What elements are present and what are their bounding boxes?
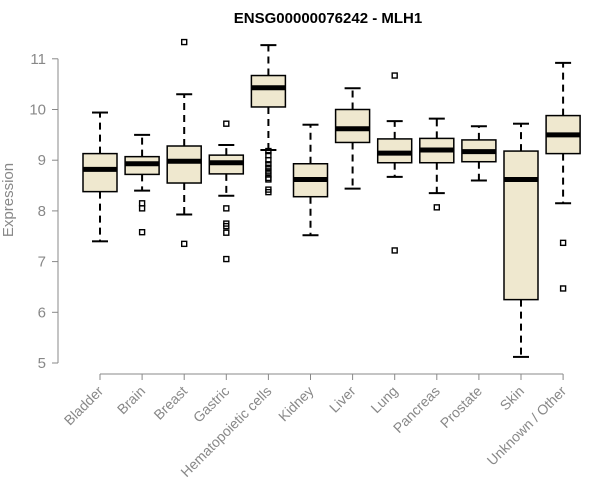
box-group [334,87,371,190]
x-tick-label: Prostate [437,383,485,431]
outlier-point [265,164,272,172]
outlier-point [180,240,188,248]
outlier-point [265,176,272,183]
outlier-point [138,200,146,207]
box-group [419,117,455,211]
outlier-point [391,247,398,254]
outlier-point [138,205,146,212]
y-tick-label: 5 [38,355,46,372]
y-axis: 5 6 7 8 9 10 11 [29,51,59,372]
box-group [250,44,287,196]
x-tick-label: Kidney [275,383,317,425]
outlier-point [265,147,272,155]
box-group [376,72,413,254]
boxes [82,38,581,358]
box-group [461,125,497,182]
outlier-point [265,188,272,196]
x-tick-label: Skin [497,383,528,414]
outlier-point [559,239,567,247]
outlier-point [391,72,398,79]
x-tick-label: Pancreas [390,383,443,436]
outlier-point [265,156,272,164]
box-group [124,133,160,236]
outlier-point [433,204,440,211]
iqr-box [82,152,118,193]
outlier-point [223,205,230,212]
outlier-point [180,38,188,46]
box-group [166,38,202,248]
y-tick-label: 9 [38,152,46,169]
x-tick-label: Unknown / Other [484,383,570,469]
y-tick-label: 6 [38,304,46,321]
outlier-point [223,229,230,236]
y-tick-label: 10 [29,102,46,119]
y-tick-label: 8 [38,203,46,220]
outlier-point [138,228,146,236]
y-tick-label: 7 [38,254,46,271]
x-tick-label: Bladder [61,383,107,429]
x-tick-label: Lung [367,383,400,416]
y-axis-label: Expression [0,163,17,237]
outlier-point [223,255,230,263]
outlier-point [559,285,567,292]
x-tick-label: Breast [150,383,190,423]
outlier-point [223,120,230,127]
outlier-point [265,161,272,168]
x-tick-label: Brain [114,383,148,417]
iqr-box [250,74,287,108]
box-group [292,123,329,237]
box-group [82,111,118,243]
outlier-point [223,222,230,230]
box-group [503,122,539,358]
x-tick-label: Liver [326,383,359,416]
iqr-box [334,108,371,144]
outlier-point [265,174,272,182]
box-group [545,61,581,292]
iqr-box [166,145,202,184]
chart-title: ENSG00000076242 - MLH1 [234,10,422,27]
box-group [208,120,245,263]
iqr-box [503,150,539,301]
y-tick-label: 11 [30,51,46,68]
